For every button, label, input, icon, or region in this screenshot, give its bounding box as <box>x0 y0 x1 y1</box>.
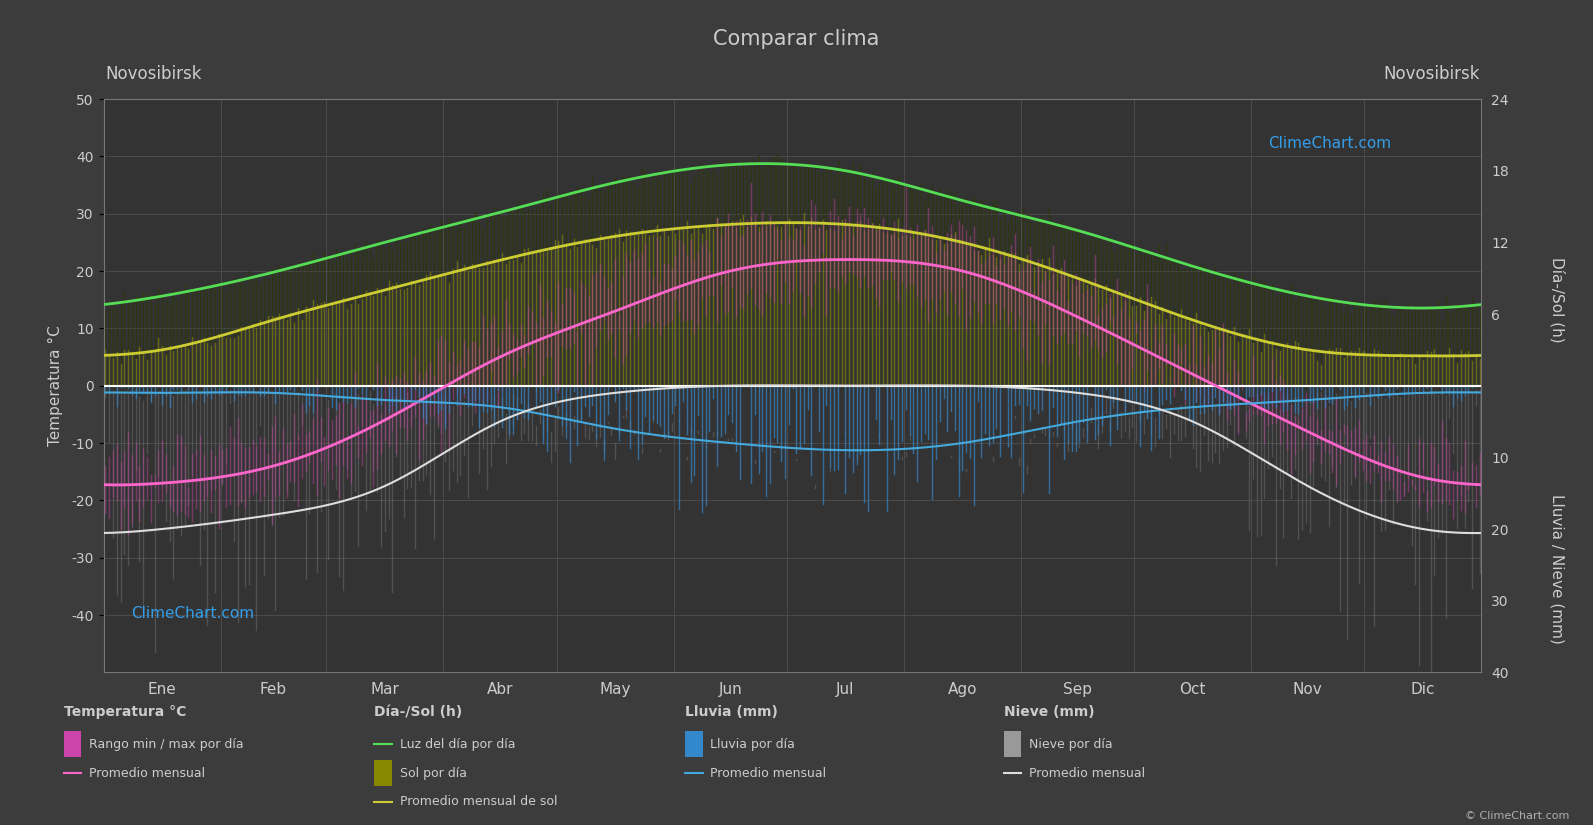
Text: ClimeChart.com: ClimeChart.com <box>1268 136 1391 151</box>
Text: © ClimeChart.com: © ClimeChart.com <box>1464 811 1569 821</box>
Text: Promedio mensual de sol: Promedio mensual de sol <box>400 795 558 808</box>
Text: Rango min / max por día: Rango min / max por día <box>89 738 244 751</box>
Text: Novosibirsk: Novosibirsk <box>1384 64 1480 82</box>
Text: Lluvia / Nieve (mm): Lluvia / Nieve (mm) <box>1550 494 1564 644</box>
Text: ClimeChart.com: ClimeChart.com <box>131 606 255 620</box>
Y-axis label: Temperatura °C: Temperatura °C <box>48 325 64 446</box>
Text: Sol por día: Sol por día <box>400 766 467 780</box>
Text: Novosibirsk: Novosibirsk <box>105 64 201 82</box>
Text: Comparar clima: Comparar clima <box>714 29 879 49</box>
Text: Nieve (mm): Nieve (mm) <box>1004 705 1094 719</box>
Text: Día-/Sol (h): Día-/Sol (h) <box>374 705 462 719</box>
Text: Promedio mensual: Promedio mensual <box>710 766 827 780</box>
Text: Nieve por día: Nieve por día <box>1029 738 1112 751</box>
Text: Promedio mensual: Promedio mensual <box>89 766 205 780</box>
Text: Temperatura °C: Temperatura °C <box>64 705 186 719</box>
Text: Luz del día por día: Luz del día por día <box>400 738 516 751</box>
Text: Lluvia (mm): Lluvia (mm) <box>685 705 777 719</box>
Text: Día-/Sol (h): Día-/Sol (h) <box>1550 257 1564 342</box>
Text: Promedio mensual: Promedio mensual <box>1029 766 1145 780</box>
Text: Lluvia por día: Lluvia por día <box>710 738 795 751</box>
